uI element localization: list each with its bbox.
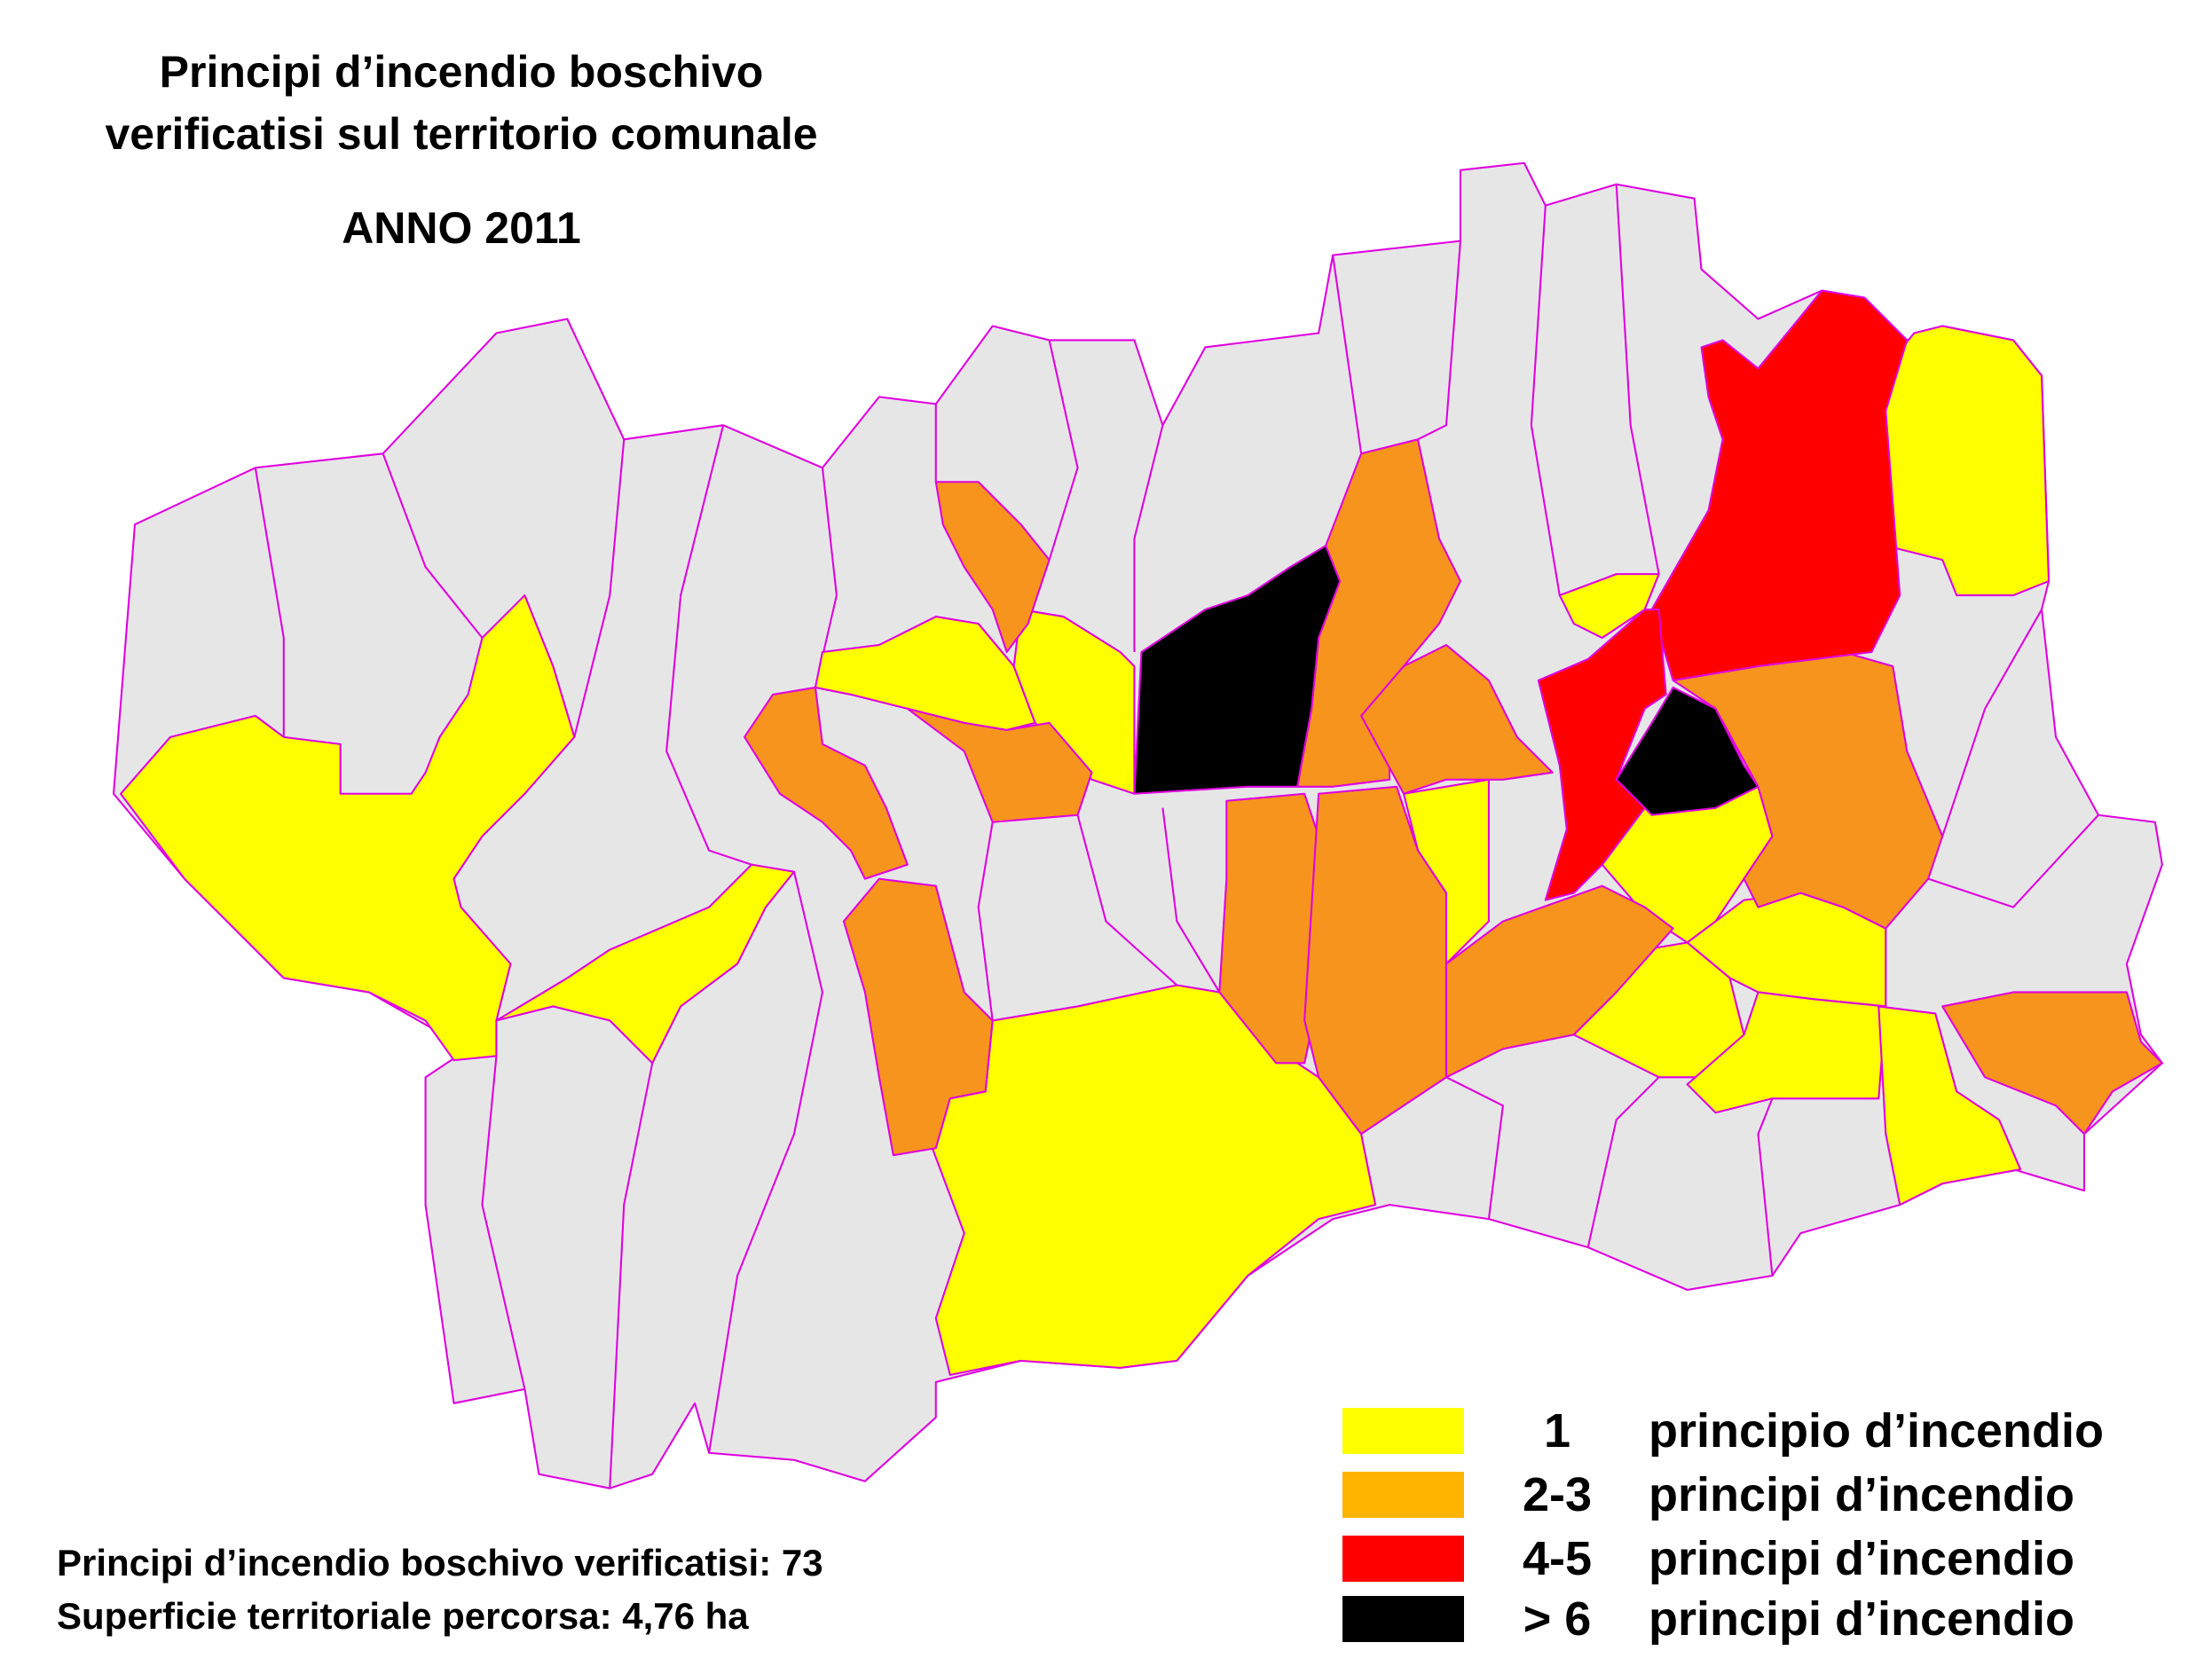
legend-swatch-black	[1342, 1596, 1464, 1642]
map-title-line2: verificatisi sul territorio comunale	[105, 109, 818, 159]
map-title-line1: Principi d’incendio boschivo	[159, 47, 764, 97]
legend-swatch-orange	[1342, 1472, 1464, 1518]
burned-area-text: Superficie territoriale percorsa: 4,76 h…	[57, 1595, 749, 1637]
fires-count-text: Principi d’incendio boschivo verificatis…	[57, 1542, 823, 1584]
class-1-regions	[119, 325, 2051, 1376]
legend-range: 2-3	[1522, 1468, 1593, 1521]
legend-range: 4-5	[1522, 1532, 1593, 1585]
class-2-3-regions	[744, 438, 2163, 1157]
legend-item: 4-5 principi d’incendio	[1342, 1532, 2075, 1585]
class-4-5-regions	[1537, 289, 1909, 901]
legend-label: principi d’incendio	[1649, 1592, 2075, 1646]
legend-swatch-red	[1342, 1536, 1464, 1582]
legend-label: principio d’incendio	[1649, 1404, 2104, 1458]
legend-label: principi d’incendio	[1649, 1468, 2075, 1521]
legend-range: 1	[1543, 1404, 1571, 1458]
municipal-borders	[254, 184, 2099, 1489]
map-year: ANNO 2011	[342, 203, 581, 253]
region-outline	[113, 161, 2163, 1489]
class-6-plus-regions	[1133, 545, 1759, 816]
legend-swatch-yellow	[1342, 1408, 1464, 1454]
legend-item: > 6 principi d’incendio	[1342, 1592, 2075, 1646]
legend-item: 1 principio d’incendio	[1342, 1404, 2104, 1458]
legend-label: principi d’incendio	[1649, 1532, 2075, 1585]
legend-item: 2-3 principi d’incendio	[1342, 1468, 2075, 1521]
legend-range: > 6	[1523, 1592, 1592, 1646]
